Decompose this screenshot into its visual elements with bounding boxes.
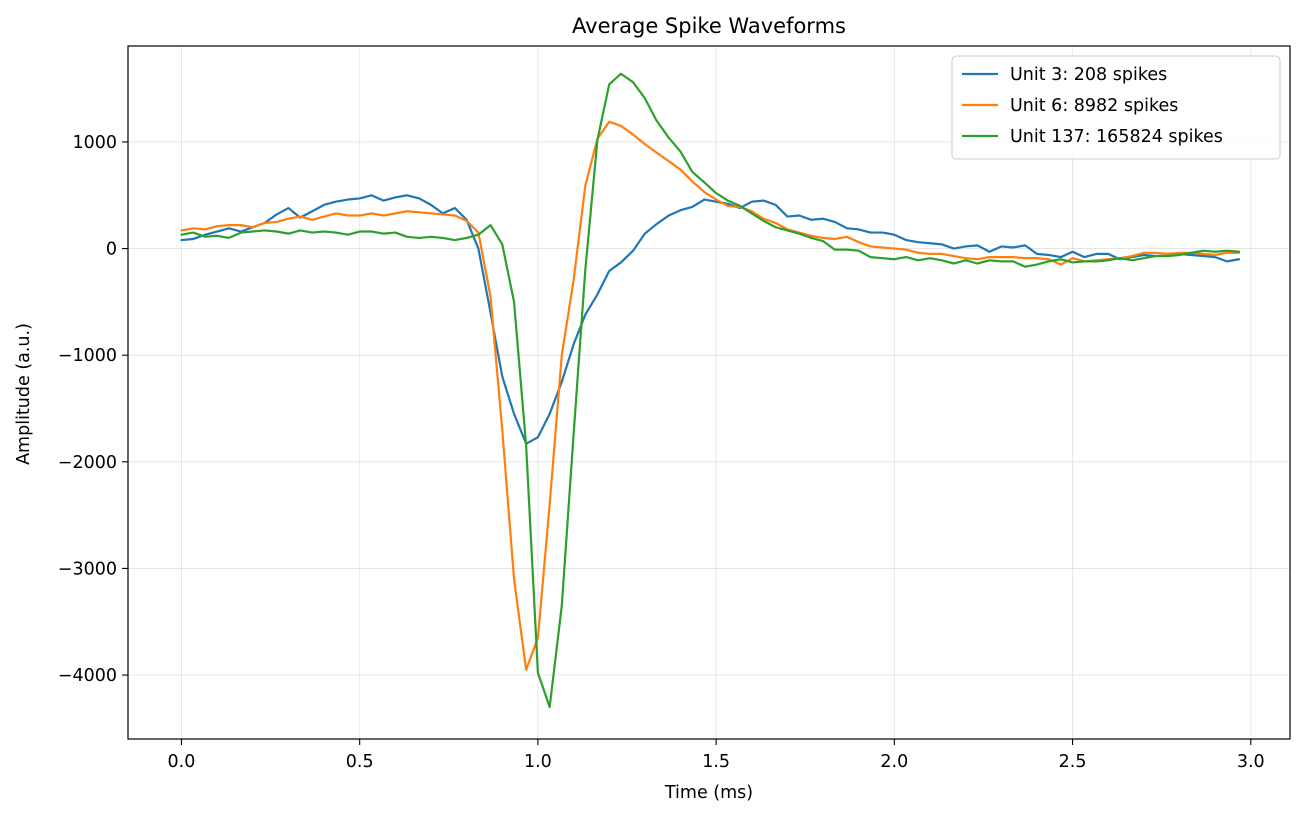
x-axis-label: Time (ms) [664,783,753,803]
legend-label-2: Unit 137: 165824 spikes [1010,127,1223,147]
x-tick-label: 0.0 [168,752,196,772]
x-tick-label: 2.5 [1059,752,1087,772]
grid [128,46,1290,739]
plot-frame [127,45,1291,740]
legend-label-1: Unit 6: 8982 spikes [1010,96,1178,116]
series-line-0 [180,194,1241,445]
x-tick-label: 1.5 [702,752,730,772]
x-tick-label: 1.0 [524,752,552,772]
chart-title: Average Spike Waveforms [572,14,846,38]
series-lines [180,72,1241,709]
legend-box [951,55,1281,160]
y-tick-label: −4000 [58,666,117,686]
y-tick-label: 0 [106,240,117,260]
y-tick-label: −3000 [58,559,117,579]
legend-label-0: Unit 3: 208 spikes [1010,65,1167,85]
x-tick-label: 3.0 [1237,752,1265,772]
legend: Unit 3: 208 spikes Unit 6: 8982 spikes Uni… [951,55,1281,160]
ticks: 0.0 0.5 1.0 1.5 2.0 2.5 3.0 −4000 −3000 −2000 −100… [58,133,1265,772]
series-line-1 [180,120,1241,671]
x-tick-label: 0.5 [346,752,374,772]
y-tick-label: −2000 [58,453,117,473]
y-tick-label: 1000 [72,133,117,153]
series-line-2 [180,72,1241,709]
x-tick-label: 2.0 [880,752,908,772]
y-axis-label: Amplitude (a.u.) [14,323,34,465]
y-tick-label: −1000 [58,346,117,366]
